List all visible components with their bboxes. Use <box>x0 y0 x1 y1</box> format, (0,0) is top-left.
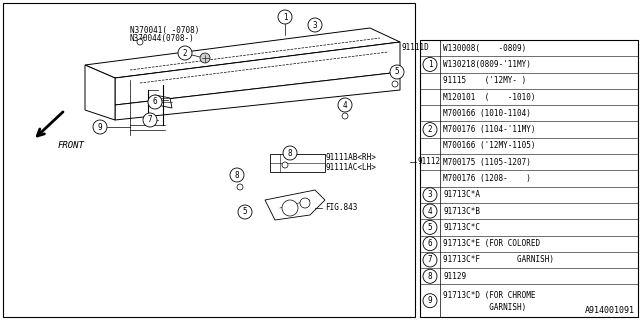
Text: N370041( -0708): N370041( -0708) <box>130 26 200 35</box>
Text: 9: 9 <box>98 123 102 132</box>
Text: 2: 2 <box>182 49 188 58</box>
Bar <box>270 154 325 172</box>
Text: 5: 5 <box>428 223 432 232</box>
Circle shape <box>423 204 437 218</box>
Text: 91111AC<LH>: 91111AC<LH> <box>326 163 377 172</box>
Circle shape <box>423 188 437 202</box>
Circle shape <box>392 81 398 87</box>
Text: M700166 ('12MY-1105): M700166 ('12MY-1105) <box>443 141 536 150</box>
Circle shape <box>300 198 310 208</box>
Circle shape <box>178 46 192 60</box>
Circle shape <box>423 123 437 137</box>
Circle shape <box>423 253 437 267</box>
Text: 2: 2 <box>428 125 432 134</box>
Circle shape <box>338 98 352 112</box>
Text: 91713C*F        GARNISH): 91713C*F GARNISH) <box>443 255 554 264</box>
Text: 9: 9 <box>428 296 432 305</box>
Text: W130008(    -0809): W130008( -0809) <box>443 44 526 53</box>
Circle shape <box>423 269 437 283</box>
Circle shape <box>423 58 437 71</box>
Polygon shape <box>155 95 172 108</box>
Text: 3: 3 <box>313 20 317 29</box>
Circle shape <box>143 113 157 127</box>
Text: 4: 4 <box>428 207 432 216</box>
Text: 91111AB<RH>: 91111AB<RH> <box>326 154 377 163</box>
Text: 8: 8 <box>288 148 292 157</box>
Text: 91713C*A: 91713C*A <box>443 190 480 199</box>
Text: FRONT: FRONT <box>58 140 85 149</box>
Bar <box>3 3 415 317</box>
Circle shape <box>230 168 244 182</box>
Circle shape <box>238 205 252 219</box>
Text: 8: 8 <box>235 171 239 180</box>
Polygon shape <box>265 190 325 220</box>
Circle shape <box>423 237 437 251</box>
Text: 91129: 91129 <box>443 272 466 281</box>
Polygon shape <box>115 42 400 105</box>
Circle shape <box>423 294 437 308</box>
Circle shape <box>200 53 210 63</box>
Text: W130218(0809-'11MY): W130218(0809-'11MY) <box>443 60 531 69</box>
Text: M700175 (1105-1207): M700175 (1105-1207) <box>443 158 531 167</box>
Text: 5: 5 <box>243 207 247 217</box>
Text: GARNISH): GARNISH) <box>443 303 526 312</box>
Polygon shape <box>85 28 400 78</box>
Circle shape <box>390 65 404 79</box>
Circle shape <box>423 220 437 234</box>
Text: 8: 8 <box>428 272 432 281</box>
Text: M700176 (1104-'11MY): M700176 (1104-'11MY) <box>443 125 536 134</box>
Text: 91112: 91112 <box>417 157 440 166</box>
Text: 91713C*B: 91713C*B <box>443 207 480 216</box>
Circle shape <box>282 200 298 216</box>
Text: 91713C*C: 91713C*C <box>443 223 480 232</box>
Circle shape <box>282 162 288 168</box>
Text: N370044(0708-): N370044(0708-) <box>130 34 195 43</box>
Text: 4: 4 <box>342 100 348 109</box>
Circle shape <box>278 10 292 24</box>
Circle shape <box>237 184 243 190</box>
Text: 5: 5 <box>395 68 399 76</box>
Text: M700166 (1010-1104): M700166 (1010-1104) <box>443 109 531 118</box>
Text: 91111D: 91111D <box>401 44 429 52</box>
Text: M120101  (    -1010): M120101 ( -1010) <box>443 92 536 101</box>
Polygon shape <box>85 65 115 120</box>
Text: 1: 1 <box>283 12 287 21</box>
Text: A914001091: A914001091 <box>585 306 635 315</box>
Circle shape <box>342 113 348 119</box>
Circle shape <box>308 18 322 32</box>
Bar <box>420 40 638 317</box>
Text: 7: 7 <box>428 255 432 264</box>
Text: 1: 1 <box>428 60 432 69</box>
Circle shape <box>137 39 143 45</box>
Text: M700176 (1208-    ): M700176 (1208- ) <box>443 174 531 183</box>
Text: 3: 3 <box>428 190 432 199</box>
Text: 6: 6 <box>153 98 157 107</box>
Text: 7: 7 <box>148 116 152 124</box>
Polygon shape <box>115 72 400 120</box>
Text: 91115    ('12MY- ): 91115 ('12MY- ) <box>443 76 526 85</box>
Text: 6: 6 <box>428 239 432 248</box>
Circle shape <box>148 95 162 109</box>
Text: FIG.843: FIG.843 <box>325 204 357 212</box>
Circle shape <box>93 120 107 134</box>
Text: 91713C*D (FOR CHROME: 91713C*D (FOR CHROME <box>443 291 536 300</box>
Circle shape <box>283 146 297 160</box>
Text: 91713C*E (FOR COLORED: 91713C*E (FOR COLORED <box>443 239 540 248</box>
